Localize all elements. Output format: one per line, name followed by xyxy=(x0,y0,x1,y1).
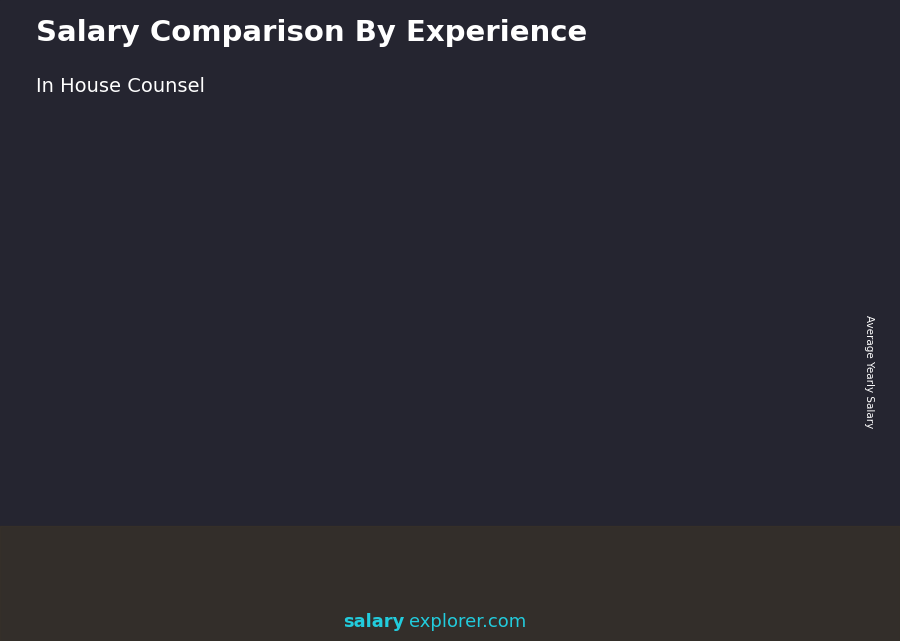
Polygon shape xyxy=(207,408,271,577)
Bar xyxy=(720,67,846,72)
Text: +34%: +34% xyxy=(150,335,213,354)
Bar xyxy=(720,54,846,58)
Bar xyxy=(720,58,846,63)
Polygon shape xyxy=(517,299,526,577)
Bar xyxy=(720,45,770,76)
Polygon shape xyxy=(698,269,762,577)
Polygon shape xyxy=(453,309,517,577)
Polygon shape xyxy=(84,445,157,451)
Polygon shape xyxy=(576,285,640,577)
Polygon shape xyxy=(148,445,157,577)
Text: Average Yearly Salary: Average Yearly Salary xyxy=(863,315,874,428)
Bar xyxy=(720,49,846,54)
Polygon shape xyxy=(698,257,771,269)
Polygon shape xyxy=(393,347,402,577)
Polygon shape xyxy=(84,451,148,577)
Text: +9%: +9% xyxy=(526,222,575,240)
Polygon shape xyxy=(453,299,526,309)
Polygon shape xyxy=(207,401,279,408)
Bar xyxy=(720,80,846,85)
Bar xyxy=(720,63,846,67)
Bar xyxy=(720,98,846,103)
Text: Salary Comparison By Experience: Salary Comparison By Experience xyxy=(36,19,587,47)
Text: +21%: +21% xyxy=(396,235,459,254)
Text: 88,800 USD: 88,800 USD xyxy=(2,435,76,449)
Text: salary: salary xyxy=(344,613,405,631)
Text: +30%: +30% xyxy=(273,287,336,306)
Polygon shape xyxy=(576,273,648,285)
Text: 216,000 USD: 216,000 USD xyxy=(608,254,691,267)
Bar xyxy=(720,85,846,89)
Bar xyxy=(720,72,846,76)
Polygon shape xyxy=(329,347,402,356)
Text: 119,000 USD: 119,000 USD xyxy=(117,392,200,406)
Text: 205,000 USD: 205,000 USD xyxy=(486,270,568,283)
Bar xyxy=(720,89,846,94)
Text: +5%: +5% xyxy=(649,213,698,232)
Text: explorer.com: explorer.com xyxy=(410,613,526,631)
Polygon shape xyxy=(762,257,771,577)
Text: 155,000 USD: 155,000 USD xyxy=(239,341,322,354)
Polygon shape xyxy=(329,356,393,577)
Text: 188,000 USD: 188,000 USD xyxy=(363,294,446,307)
Polygon shape xyxy=(640,273,648,577)
Bar xyxy=(720,45,846,49)
Polygon shape xyxy=(271,401,279,577)
Bar xyxy=(720,76,846,80)
Bar xyxy=(720,94,846,98)
Text: In House Counsel: In House Counsel xyxy=(36,77,205,96)
